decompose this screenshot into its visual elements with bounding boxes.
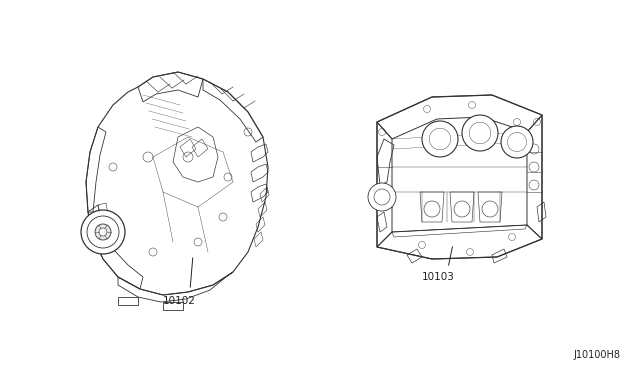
Circle shape [454,201,470,217]
Circle shape [422,121,458,157]
Text: 10103: 10103 [422,272,455,282]
Text: 10102: 10102 [163,296,196,306]
Circle shape [424,201,440,217]
Circle shape [501,126,533,158]
Circle shape [482,201,498,217]
Circle shape [368,183,396,211]
Circle shape [99,228,107,236]
Text: J10100H8: J10100H8 [573,350,620,360]
Circle shape [95,224,111,240]
Circle shape [81,210,125,254]
Circle shape [462,115,498,151]
